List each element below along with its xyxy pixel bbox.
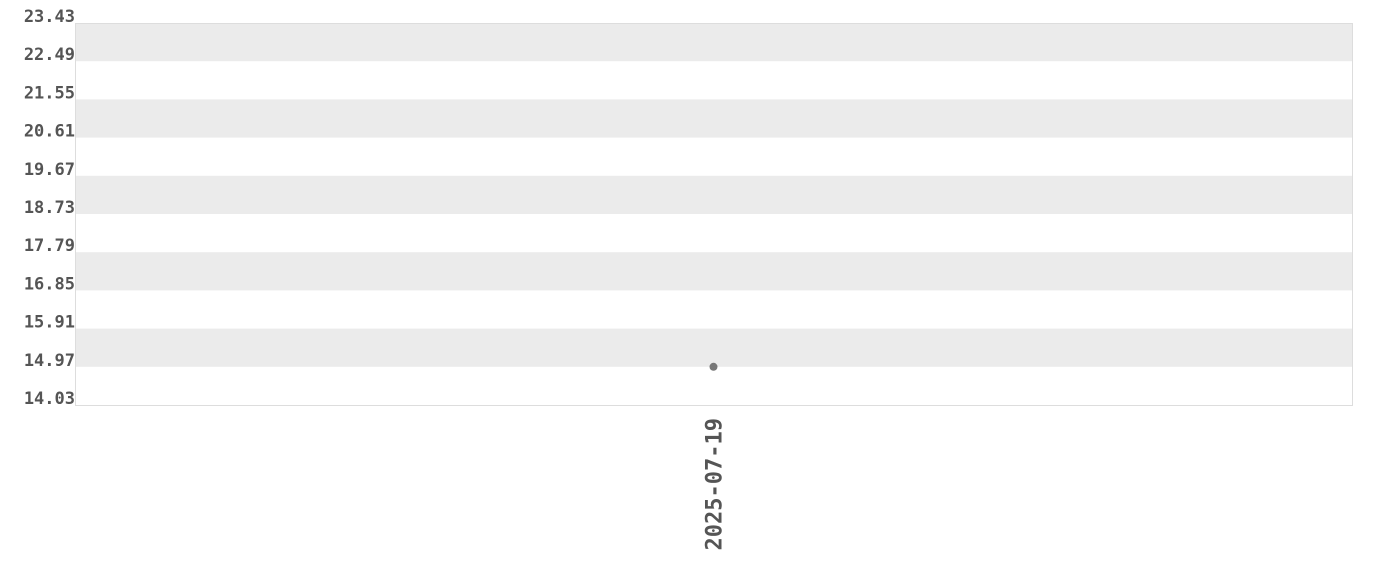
grid-band [75, 252, 1352, 291]
y-tick-label: 14.03 [24, 389, 75, 409]
y-tick-label: 18.73 [24, 198, 75, 218]
plot-border [75, 23, 1353, 406]
y-tick-label: 22.49 [24, 45, 75, 65]
y-tick-label: 20.61 [24, 122, 75, 142]
y-tick-label: 19.67 [24, 160, 75, 180]
y-tick-label: 21.55 [24, 83, 75, 103]
grid-bands [75, 23, 1352, 367]
grid-band [75, 99, 1352, 138]
y-tick-label: 17.79 [24, 236, 75, 256]
grid-band [75, 23, 1352, 62]
data-point[interactable] [709, 362, 718, 371]
y-tick-label: 14.97 [24, 351, 75, 371]
y-tick-label: 16.85 [24, 274, 75, 294]
y-tick-label: 23.43 [24, 7, 75, 27]
x-axis: 2025-07-19 [703, 418, 728, 550]
grid-band [75, 175, 1352, 214]
grid-band [75, 328, 1352, 367]
data-points [709, 362, 718, 371]
y-axis: 23.43 22.49 21.55 20.61 19.67 18.73 17.79 16.85… [24, 7, 75, 409]
y-tick-label: 15.91 [24, 313, 75, 333]
x-tick-label: 2025-07-19 [703, 418, 728, 550]
